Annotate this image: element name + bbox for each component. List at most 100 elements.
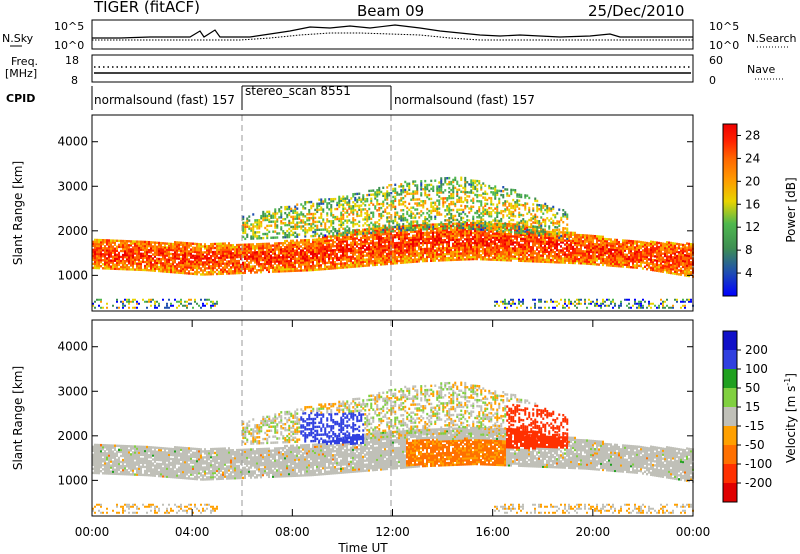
power-cell	[158, 249, 160, 253]
power-cell	[684, 272, 686, 275]
power-cell	[438, 253, 440, 256]
power-cell	[560, 241, 562, 244]
power-cell	[406, 251, 408, 254]
power-cell	[558, 253, 560, 256]
power-cell	[610, 250, 612, 253]
power-cell	[404, 253, 406, 256]
power-cell	[368, 256, 370, 259]
power-cell	[524, 251, 526, 255]
power-cell	[298, 243, 300, 246]
power-cell	[378, 255, 380, 258]
power-cell	[410, 252, 412, 256]
power-cell	[240, 265, 242, 269]
power-cell	[438, 249, 440, 252]
power-cell	[380, 237, 382, 240]
power-cell	[450, 226, 452, 230]
power-cell	[420, 255, 422, 259]
power-cell	[340, 258, 342, 261]
power-cell	[286, 263, 288, 267]
power-cell	[376, 261, 378, 264]
power-cell	[280, 258, 282, 261]
power-cell	[288, 267, 290, 271]
noise-left-tick-bottom: 10^0	[54, 39, 84, 52]
power-cell	[340, 248, 342, 251]
power-cell	[668, 263, 670, 266]
power-cell	[304, 239, 306, 242]
power-cell	[378, 247, 380, 250]
power-cell	[322, 243, 324, 247]
power-cell	[318, 244, 320, 247]
power-cell	[224, 254, 226, 257]
power-cell	[532, 250, 534, 253]
power-cell	[430, 235, 432, 238]
power-cell	[540, 260, 542, 263]
power-cell	[470, 251, 472, 255]
power-cell	[456, 240, 458, 243]
power-cell	[102, 263, 104, 266]
power-cell	[454, 238, 456, 241]
power-cell	[334, 227, 337, 231]
power-cell	[232, 270, 234, 273]
power-cell	[316, 258, 318, 261]
power-cell	[508, 257, 510, 260]
power-cell	[258, 257, 260, 260]
power-cell	[168, 258, 170, 262]
power-cell	[260, 220, 263, 224]
power-cell	[554, 261, 556, 264]
power-cell	[308, 246, 310, 250]
power-cell	[616, 242, 618, 246]
power-cell	[366, 252, 368, 255]
power-cell	[622, 261, 624, 264]
power-cell	[182, 245, 184, 249]
power-cell	[218, 272, 220, 276]
power-cell	[462, 254, 464, 257]
power-cell	[570, 245, 572, 249]
power-cell	[384, 236, 386, 240]
power-cell	[308, 267, 310, 270]
power-cell	[374, 243, 376, 247]
power-cell	[260, 244, 262, 248]
power-cell	[386, 260, 388, 264]
power-cell	[336, 252, 338, 256]
power-cell	[178, 253, 180, 256]
power-cell	[208, 245, 210, 248]
power-cell	[618, 246, 620, 250]
power-cell	[416, 232, 418, 235]
power-cell	[298, 253, 300, 256]
power-cell	[262, 210, 265, 214]
power-cell	[274, 220, 277, 223]
power-cell	[312, 238, 314, 242]
power-cell	[196, 268, 198, 272]
power-cell	[242, 215, 245, 219]
power-cell	[384, 250, 386, 254]
power-cell	[556, 243, 558, 246]
power-cell	[344, 201, 347, 204]
power-cell	[316, 220, 319, 224]
power-cell	[608, 260, 610, 263]
power-cell	[208, 249, 210, 252]
power-cell	[304, 263, 306, 266]
power-cell	[672, 260, 674, 263]
power-cell	[360, 198, 363, 201]
power-cell	[586, 246, 588, 249]
power-cell	[320, 198, 323, 201]
power-cell	[616, 264, 618, 268]
power-cell	[524, 247, 526, 251]
power-cell	[508, 255, 510, 258]
power-cell	[302, 215, 305, 218]
power-cell	[284, 267, 286, 271]
power-cell	[338, 242, 340, 246]
power-cell	[318, 238, 320, 241]
power-cell	[438, 231, 440, 234]
power-cell	[350, 205, 353, 208]
power-cell	[394, 262, 396, 265]
power-cell	[440, 251, 442, 254]
power-cell	[326, 249, 328, 253]
power-cell	[522, 227, 524, 231]
power-cell	[544, 252, 546, 255]
power-cell	[124, 245, 126, 249]
power-cell	[340, 225, 343, 229]
power-cell	[502, 258, 504, 262]
power-cell	[114, 259, 116, 262]
power-cell	[416, 252, 418, 255]
